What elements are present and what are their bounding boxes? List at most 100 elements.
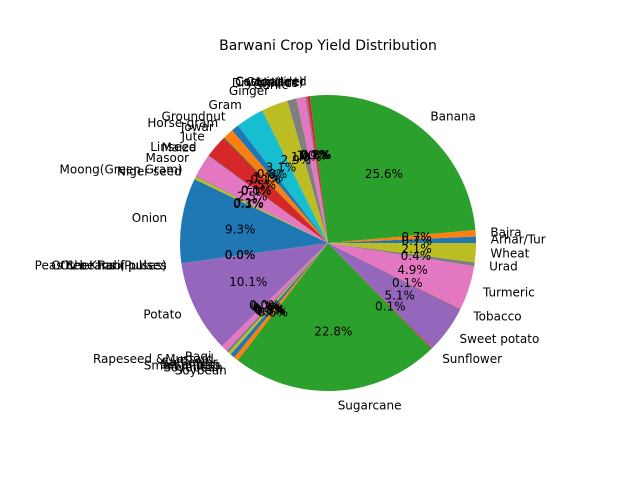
pie-slice-coriander xyxy=(306,96,328,243)
pie-label-ragi: Ragi xyxy=(185,350,211,364)
pie-label-peas-beans-pulses: Peas & beans (Pulses) xyxy=(35,258,167,272)
pie-percent-jowar: 0.1% xyxy=(250,173,281,187)
pie-slice-tobacco xyxy=(328,243,461,311)
pie-slice-safflower xyxy=(226,243,328,353)
pie-percent-moong-green-gram: 0.1% xyxy=(233,196,264,210)
pie-percent-safflower: 0.3% xyxy=(252,301,283,315)
pie-label-gram: Gram xyxy=(209,98,242,112)
pie-label-turmeric: Turmeric xyxy=(482,286,535,300)
pie-label-linseed: Linseed xyxy=(150,140,196,154)
pie-label-arhar-tur: Arhar/Tur xyxy=(491,232,546,246)
pie-percent-cotton-lint: 0.1% xyxy=(299,148,330,162)
pie-slice-bajra xyxy=(328,230,476,243)
pie-slice-jowar xyxy=(223,137,328,243)
pie-label-ginger: Ginger xyxy=(229,84,269,98)
pie-label-masoor: Masoor xyxy=(146,151,190,165)
pie-label-other-rabi-pulses: Other Rabi pulses xyxy=(60,258,167,272)
pie-label-niger-seed: Niger seed xyxy=(117,165,182,179)
pie-percent-ginger: 2.9% xyxy=(281,153,312,167)
pie-percent-soybean: 0.5% xyxy=(258,306,289,320)
pie-slice-urad xyxy=(328,243,475,267)
pie-slice-sunflower xyxy=(328,243,433,349)
pie-slice-sugarcane xyxy=(237,243,432,392)
pie-percent-potato: 10.1% xyxy=(229,275,267,289)
pie-slices xyxy=(180,95,476,392)
pie-percent-maize: 0.0% xyxy=(241,184,272,198)
pie-slice-potato xyxy=(181,243,328,347)
pie-label-onion: Onion xyxy=(132,211,167,225)
pie-percent-other-rabi-pulses: 0.0% xyxy=(225,248,256,262)
pie-percent-turmeric: 4.9% xyxy=(397,263,428,277)
pie-label-small-millets: Small millets xyxy=(144,359,221,373)
pie-percent-soyabean: 0.5% xyxy=(255,304,286,318)
pie-label-garlic: Garlic xyxy=(253,78,288,92)
pie-percent-small-millets: 0.0% xyxy=(254,303,285,317)
pie-percent-ragi: 0.0% xyxy=(249,298,280,312)
pie-percent-jute: 2.5% xyxy=(246,178,277,192)
pie-label-coriander: Coriander xyxy=(246,75,305,89)
pie-slice-jute xyxy=(208,137,328,243)
pie-percent-peas-beans-pulses: 0.0% xyxy=(225,248,256,262)
pie-percent-gram: 3.1% xyxy=(266,161,297,175)
pie-label-jute: Jute xyxy=(180,130,204,144)
pie-percent-arhar-tur: 0.7% xyxy=(402,234,433,248)
pie-slice-turmeric xyxy=(328,243,475,310)
pie-label-sunflower: Sunflower xyxy=(442,352,502,366)
pie-percent-labels: 0.7%0.7%25.6%0.3%0.1%0.1%1.0%1.0%2.9%3.1… xyxy=(225,148,432,339)
pie-label-horse-gram: Horse-gram xyxy=(147,116,218,130)
pie-percent-groundnut: 0.8% xyxy=(257,167,288,181)
pie-label-jowar: Jowar xyxy=(180,120,214,134)
pie-label-castor-seed: Castor seed xyxy=(235,75,306,89)
pie-label-tobacco: Tobacco xyxy=(472,309,521,323)
pie-slice-sesamum xyxy=(228,243,328,355)
pie-slice-masoor xyxy=(196,156,328,243)
pie-slice-castor-seed xyxy=(307,96,328,243)
pie-slice-rapeseed-mustard xyxy=(221,243,328,351)
pie-percent-rapeseed-mustard: 0.7% xyxy=(250,299,281,313)
pie-percent-niger-seed: 0.3% xyxy=(233,197,264,211)
chart-title: Barwani Crop Yield Distribution xyxy=(219,38,437,54)
pie-label-cotton-lint: Cotton(lint) xyxy=(235,75,303,89)
pie-percent-other-kharif-pulses: 0.0% xyxy=(225,248,256,262)
pie-label-sweet-potato: Sweet potato xyxy=(460,332,540,346)
pie-label-dry-chillies: Dry chillies xyxy=(232,76,298,90)
pie-percent-sesamum: 0.3% xyxy=(254,302,285,316)
pie-slice-ginger xyxy=(262,100,328,243)
pie-slice-horse-gram xyxy=(224,130,328,243)
pie-percent-garlic: 1.0% xyxy=(291,150,322,164)
pie-label-moong-green-gram: Moong(Green Gram) xyxy=(60,163,183,177)
pie-slice-niger-seed xyxy=(194,176,328,243)
pie-percent-banana: 25.6% xyxy=(365,167,403,181)
pie-percent-onion: 9.3% xyxy=(225,222,256,236)
pie-label-rapeseed-mustard: Rapeseed &Mustard xyxy=(93,352,214,366)
pie-slice-cotton-lint xyxy=(305,96,328,243)
pie-label-other-kharif-pulses: Other Kharif pulses xyxy=(51,258,166,272)
pie-percent-castor-seed: 0.3% xyxy=(301,148,332,162)
pie-label-soybean: Soybean xyxy=(175,364,227,378)
pie-percent-coriander: 0.1% xyxy=(300,148,331,162)
pie-label-sesamum: Sesamum xyxy=(160,358,220,372)
pie-percent-linseed: 0.1% xyxy=(241,184,272,198)
pie-label-maize: Maize xyxy=(161,141,196,155)
pie-slice-onion xyxy=(180,179,328,264)
pie-slice-wheat xyxy=(328,243,476,263)
pie-slice-dry-chillies xyxy=(296,96,328,244)
pie-percent-sugarcane: 22.8% xyxy=(314,325,352,339)
pie-slice-banana xyxy=(309,95,476,244)
pie-slice-gram xyxy=(237,110,328,243)
pie-slice-linseed xyxy=(208,155,328,243)
pie-percent-bajra: 0.7% xyxy=(401,230,432,244)
pie-percent-wheat: 2.1% xyxy=(401,242,432,256)
pie-percent-urad: 0.4% xyxy=(401,249,432,263)
pie-label-potato: Potato xyxy=(143,308,181,322)
pie-label-safflower: Safflower xyxy=(161,356,217,370)
pie-percent-sweet-potato: 5.1% xyxy=(384,288,415,302)
pie-slice-soybean xyxy=(234,243,328,361)
pie-slice-sweet-potato xyxy=(328,243,460,349)
pie-slice-groundnut xyxy=(232,125,328,243)
pie-percent-sunflower: 0.1% xyxy=(375,299,406,313)
pie-label-banana: Banana xyxy=(430,109,476,123)
pie-percent-horse-gram: 1.1% xyxy=(253,170,284,184)
